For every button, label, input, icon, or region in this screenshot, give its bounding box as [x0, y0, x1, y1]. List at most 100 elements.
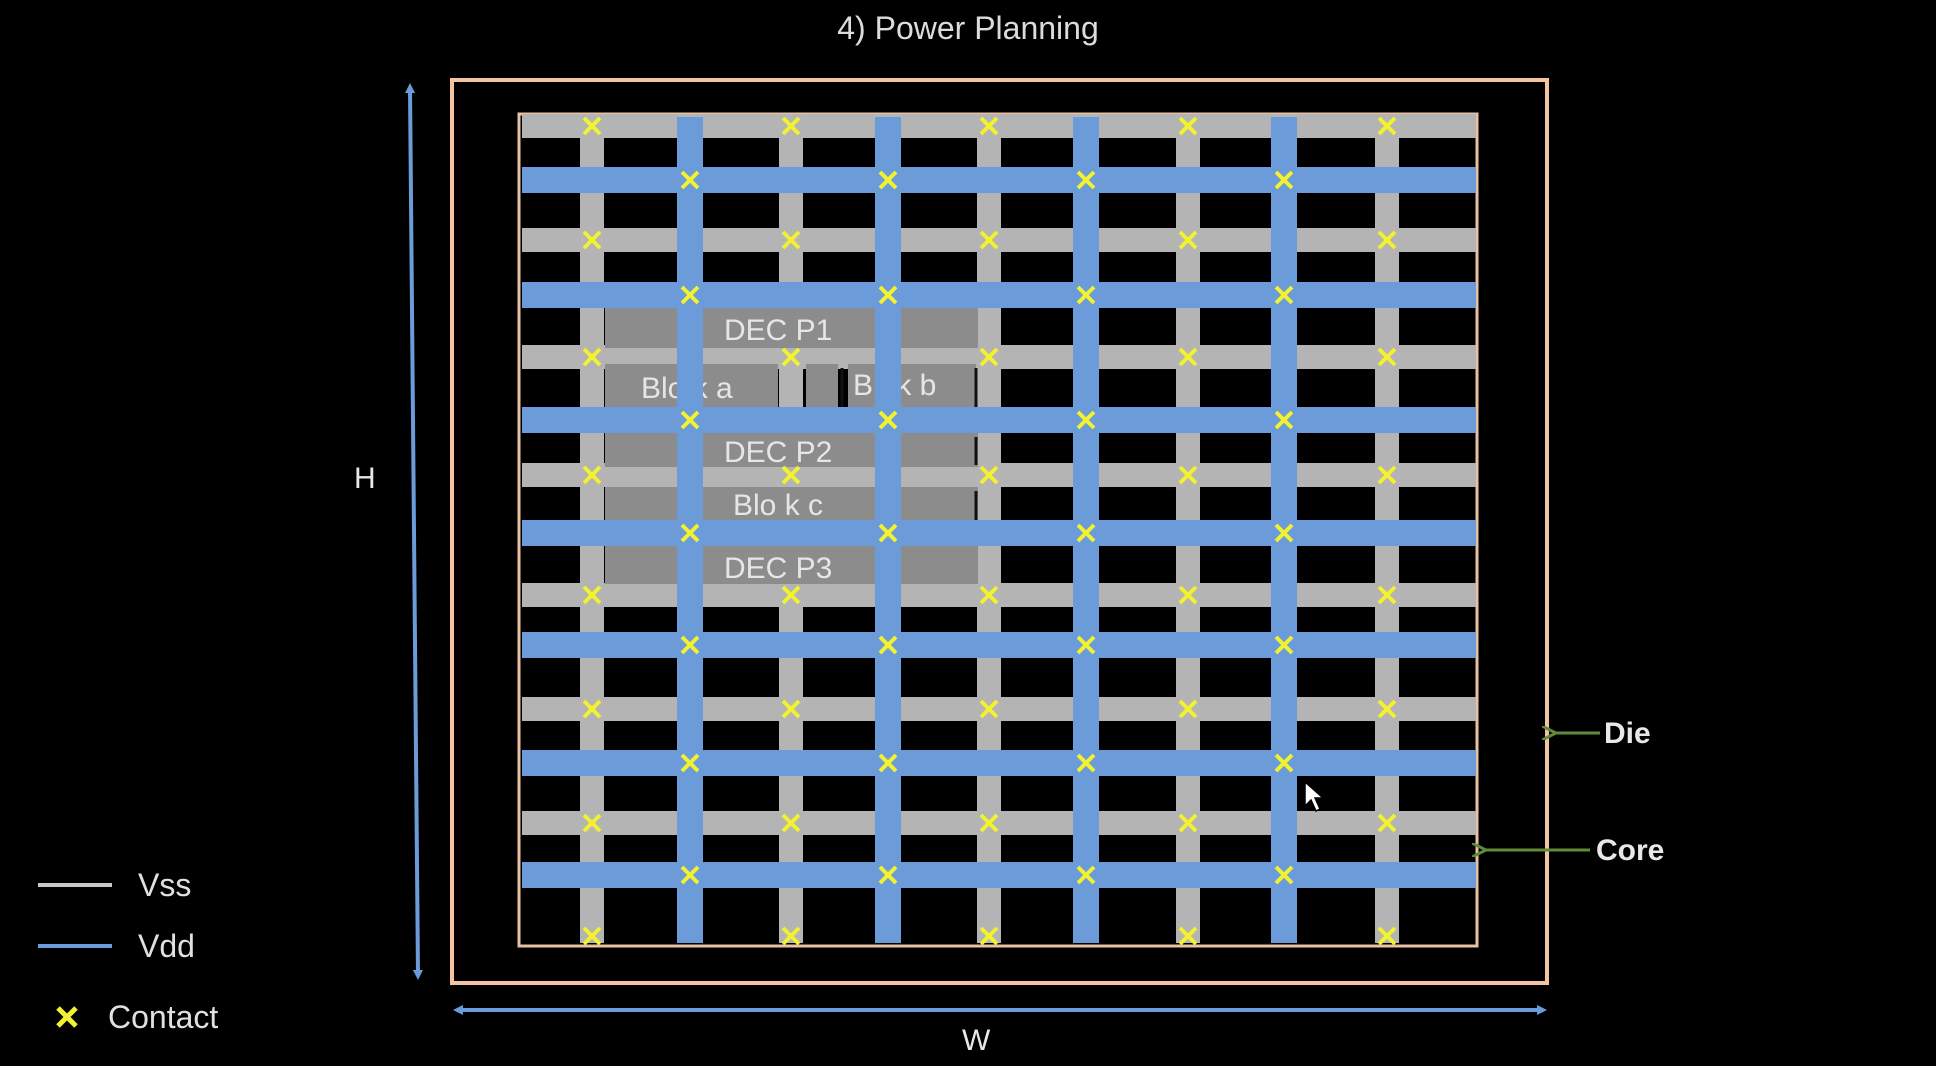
contact-x-icon	[781, 699, 801, 719]
contact-x-icon	[1076, 410, 1096, 430]
vdd-horizontal-strap	[522, 407, 1476, 433]
page-title: 4) Power Planning	[837, 10, 1099, 46]
contact-x-icon	[582, 699, 602, 719]
contact-x-icon	[781, 813, 801, 833]
contact-x-icon	[1178, 347, 1198, 367]
contact-x-icon	[781, 230, 801, 250]
die-label: Die	[1604, 717, 1651, 750]
decap2-block	[605, 433, 978, 467]
contact-x-icon	[1377, 699, 1397, 719]
vdd-vertical-strap	[875, 117, 901, 943]
contact-x-icon	[979, 347, 999, 367]
vdd-horizontal-strap	[522, 862, 1476, 888]
contact-x-icon	[1377, 116, 1397, 136]
decap1-label: DEC P1	[724, 314, 832, 347]
contact-x-icon	[1178, 699, 1198, 719]
contact-x-icon	[1274, 523, 1294, 543]
vdd-horizontal-strap	[522, 520, 1476, 546]
contact-x-icon	[680, 635, 700, 655]
contact-x-icon	[1377, 585, 1397, 605]
contacts	[582, 116, 1397, 946]
block-b	[848, 364, 976, 409]
contact-x-icon	[1274, 410, 1294, 430]
contact-x-icon	[582, 347, 602, 367]
vdd-vertical-straps	[677, 117, 1297, 943]
contact-x-icon	[1178, 813, 1198, 833]
decap2-label: DEC P2	[724, 436, 832, 469]
contact-x-icon	[582, 465, 602, 485]
contact-x-icon	[878, 285, 898, 305]
contact-x-icon	[1274, 865, 1294, 885]
contact-x-icon	[1076, 285, 1096, 305]
contact-x-icon	[582, 585, 602, 605]
contact-x-icon	[979, 699, 999, 719]
contact-x-icon	[979, 116, 999, 136]
contact-x-icon	[1377, 465, 1397, 485]
contact-x-icon	[878, 170, 898, 190]
contact-x-icon	[582, 230, 602, 250]
contact-x-icon	[582, 116, 602, 136]
contact-x-icon	[878, 635, 898, 655]
contact-x-icon	[1274, 635, 1294, 655]
contact-x-icon	[878, 753, 898, 773]
contact-x-icon	[680, 753, 700, 773]
contact-x-icon	[1377, 926, 1397, 946]
decap3-block	[605, 546, 978, 584]
contact-x-icon	[680, 410, 700, 430]
height-dimension-arrow	[405, 83, 423, 980]
contact-x-icon	[680, 523, 700, 543]
core-label: Core	[1596, 834, 1665, 867]
vdd-vertical-strap	[1271, 117, 1297, 943]
legend: Vss Vdd Contact	[38, 867, 218, 1035]
contact-x-icon	[878, 523, 898, 543]
contact-x-icon	[1377, 230, 1397, 250]
contact-x-icon	[781, 585, 801, 605]
contact-x-icon	[979, 465, 999, 485]
mouse-cursor-icon	[1304, 780, 1325, 813]
legend-contact-x-icon	[56, 1006, 78, 1028]
contact-x-icon	[1178, 230, 1198, 250]
legend-vdd-label: Vdd	[138, 928, 195, 964]
contact-x-icon	[1377, 813, 1397, 833]
contact-x-icon	[1076, 635, 1096, 655]
contact-x-icon	[781, 465, 801, 485]
contact-x-icon	[1076, 753, 1096, 773]
contact-x-icon	[1178, 465, 1198, 485]
contact-x-icon	[878, 865, 898, 885]
die-outline	[450, 78, 1549, 985]
decap1-block	[605, 308, 978, 348]
block-c	[605, 487, 978, 522]
contact-x-icon	[582, 926, 602, 946]
decap3-label: DEC P3	[724, 552, 832, 585]
contact-x-icon	[1274, 285, 1294, 305]
contact-x-icon	[979, 230, 999, 250]
contact-x-icon	[1076, 865, 1096, 885]
contact-x-icon	[1076, 523, 1096, 543]
contact-x-icon	[1178, 585, 1198, 605]
legend-vss-label: Vss	[138, 867, 191, 903]
contact-x-icon	[680, 285, 700, 305]
contact-x-icon	[781, 926, 801, 946]
contact-x-icon	[1076, 170, 1096, 190]
contact-x-icon	[582, 813, 602, 833]
vdd-horizontal-strap	[522, 167, 1476, 193]
contact-x-icon	[680, 170, 700, 190]
contact-x-icon	[781, 116, 801, 136]
vdd-vertical-strap	[677, 117, 703, 943]
vdd-horizontal-strap	[522, 282, 1476, 308]
contact-x-icon	[1274, 170, 1294, 190]
contact-x-icon	[1178, 116, 1198, 136]
vdd-vertical-strap	[1073, 117, 1099, 943]
width-label: W	[962, 1024, 991, 1057]
contact-x-icon	[781, 347, 801, 367]
block-c-label: Blo k c	[733, 489, 823, 522]
contact-x-icon	[979, 926, 999, 946]
contact-x-icon	[1178, 926, 1198, 946]
vdd-horizontal-strap	[522, 632, 1476, 658]
block-d-narrow	[806, 364, 838, 409]
contact-x-icon	[1274, 753, 1294, 773]
contact-x-icon	[1377, 347, 1397, 367]
height-label: H	[354, 462, 376, 495]
contact-x-icon	[979, 585, 999, 605]
